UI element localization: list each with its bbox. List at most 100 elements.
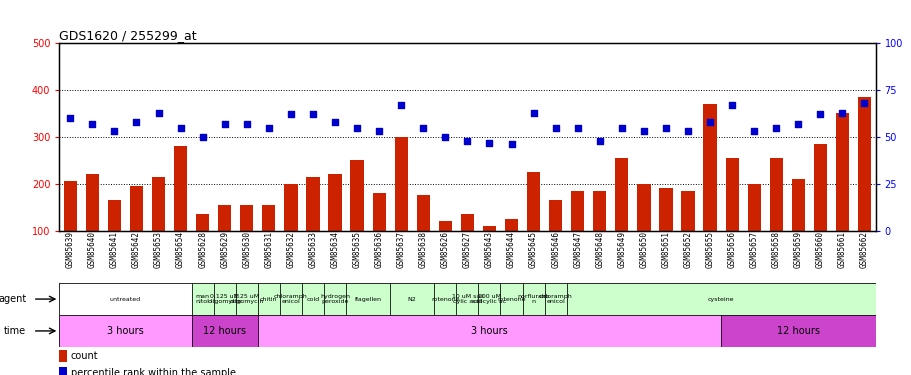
Bar (570, 191, 584, 231)
Point (813, 111, 827, 117)
Text: GSM85633: GSM85633 (308, 231, 317, 268)
Bar (213, 283, 236, 315)
Point (680, 128, 694, 134)
Bar (107, 200, 121, 231)
Text: GSM85659: GSM85659 (793, 231, 802, 268)
Bar (350, 160, 363, 231)
Text: agent: agent (0, 294, 26, 304)
Text: GSM85642: GSM85642 (132, 231, 141, 268)
Bar (59, 315, 191, 347)
Text: GSM85647: GSM85647 (573, 231, 581, 268)
Bar (769, 158, 782, 231)
Text: GSM85662: GSM85662 (859, 231, 868, 268)
Text: norflurazo
n: norflurazo n (517, 294, 549, 304)
Point (460, 138, 475, 144)
Point (173, 124, 188, 130)
Bar (637, 184, 650, 231)
Point (151, 110, 166, 116)
Bar (306, 177, 319, 231)
Bar (522, 283, 544, 315)
Point (350, 124, 364, 130)
Bar (218, 205, 231, 231)
Bar (566, 283, 875, 315)
Text: GSM85658: GSM85658 (771, 231, 780, 268)
Point (504, 141, 518, 147)
Text: man
nitol: man nitol (196, 294, 210, 304)
Point (415, 124, 430, 130)
Bar (258, 283, 280, 315)
Text: 12 hours: 12 hours (776, 326, 819, 336)
Bar (791, 179, 804, 231)
Bar (394, 137, 407, 231)
Bar (191, 283, 213, 315)
Point (658, 124, 672, 130)
Bar (64, 182, 77, 231)
Point (614, 124, 629, 130)
Text: GSM85631: GSM85631 (264, 231, 273, 268)
Text: time: time (4, 326, 26, 336)
Text: GSM85655: GSM85655 (705, 231, 714, 268)
Text: GSM85650: GSM85650 (639, 231, 648, 268)
Point (85, 121, 99, 127)
Bar (456, 283, 478, 315)
Text: GSM85628: GSM85628 (198, 231, 207, 268)
Bar (725, 158, 738, 231)
Text: GSM85640: GSM85640 (87, 231, 97, 268)
Text: GSM85626: GSM85626 (440, 231, 449, 268)
Bar (482, 226, 496, 231)
Bar (721, 315, 875, 347)
Text: GSM85644: GSM85644 (507, 231, 516, 268)
Point (437, 134, 452, 140)
Point (107, 128, 121, 134)
Text: chloramph
enicol: chloramph enicol (273, 294, 307, 304)
Text: GSM85634: GSM85634 (330, 231, 339, 268)
Text: hydrogen
peroxide: hydrogen peroxide (320, 294, 350, 304)
Point (834, 110, 849, 116)
Bar (813, 144, 826, 231)
Bar (592, 191, 606, 231)
Bar (372, 193, 385, 231)
Text: GSM85637: GSM85637 (396, 231, 405, 268)
Text: GSM85645: GSM85645 (528, 231, 537, 268)
Text: flagellen: flagellen (354, 297, 381, 302)
Point (394, 102, 408, 108)
Text: 100 uM
salicylic ac: 100 uM salicylic ac (472, 294, 506, 304)
Point (63, 115, 77, 121)
Text: GSM85656: GSM85656 (727, 231, 736, 268)
Bar (478, 283, 500, 315)
Text: GSM85627: GSM85627 (463, 231, 471, 268)
Bar (500, 283, 522, 315)
Point (592, 138, 607, 144)
Text: GSM85629: GSM85629 (220, 231, 229, 268)
Bar (505, 219, 517, 231)
Point (283, 111, 298, 117)
Text: count: count (71, 351, 98, 361)
Point (548, 124, 562, 130)
Bar (302, 283, 323, 315)
Point (129, 119, 144, 125)
Text: GSM85657: GSM85657 (749, 231, 758, 268)
Text: 12 hours: 12 hours (203, 326, 246, 336)
Point (526, 110, 540, 116)
Bar (434, 283, 456, 315)
Bar (460, 214, 474, 231)
Bar (615, 158, 628, 231)
Bar (236, 283, 258, 315)
Point (195, 134, 210, 140)
Text: GSM85651: GSM85651 (660, 231, 670, 268)
Text: 3 hours: 3 hours (107, 326, 144, 336)
Bar (284, 184, 297, 231)
Bar (328, 174, 342, 231)
Bar (416, 195, 429, 231)
Bar (857, 97, 870, 231)
Point (768, 124, 783, 130)
Bar (86, 174, 99, 231)
Point (790, 121, 804, 127)
Text: chitin: chitin (260, 297, 277, 302)
Bar (681, 191, 694, 231)
Bar (174, 146, 187, 231)
Text: GSM85648: GSM85648 (595, 231, 604, 268)
Text: cold: cold (306, 297, 319, 302)
Text: GSM85660: GSM85660 (815, 231, 824, 268)
Bar (59, 283, 191, 315)
